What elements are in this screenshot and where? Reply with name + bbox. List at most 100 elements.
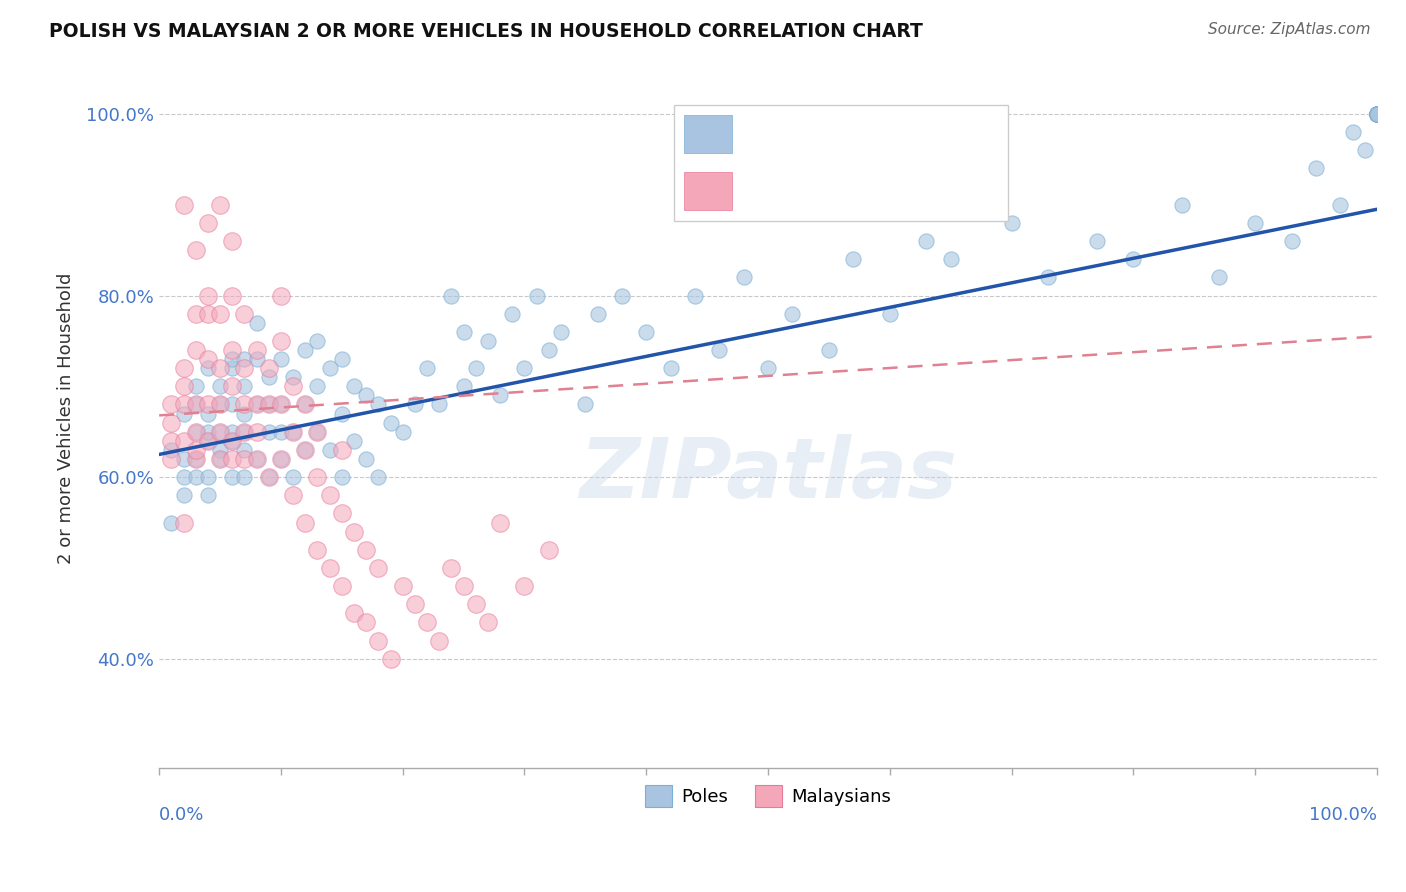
Point — [354, 615, 377, 630]
Point — [537, 542, 560, 557]
Point — [257, 370, 280, 384]
Point — [782, 307, 804, 321]
Point — [257, 470, 280, 484]
Point — [1365, 107, 1388, 121]
Point — [636, 325, 658, 339]
Point — [464, 597, 486, 611]
Point — [380, 651, 402, 665]
Point — [257, 425, 280, 439]
Point — [477, 615, 499, 630]
Point — [233, 425, 256, 439]
Point — [537, 343, 560, 357]
Point — [307, 334, 329, 348]
Point — [1329, 198, 1351, 212]
Point — [209, 425, 232, 439]
Point — [1244, 216, 1267, 230]
Point — [307, 470, 329, 484]
Point — [367, 470, 389, 484]
Point — [184, 397, 207, 411]
Point — [209, 379, 232, 393]
Point — [1305, 161, 1327, 176]
Point — [233, 425, 256, 439]
Point — [1365, 107, 1388, 121]
Point — [245, 452, 267, 467]
Point — [294, 397, 316, 411]
Point — [245, 397, 267, 411]
Point — [197, 407, 219, 421]
Point — [354, 388, 377, 402]
Point — [1122, 252, 1144, 267]
Point — [367, 633, 389, 648]
Point — [184, 470, 207, 484]
Point — [440, 288, 463, 302]
Point — [221, 434, 243, 448]
Point — [233, 407, 256, 421]
Point — [939, 252, 962, 267]
Point — [343, 379, 366, 393]
Point — [281, 425, 304, 439]
Point — [1208, 270, 1230, 285]
Point — [160, 434, 183, 448]
Point — [197, 397, 219, 411]
Point — [270, 397, 292, 411]
Point — [281, 488, 304, 502]
Point — [173, 407, 195, 421]
Point — [221, 379, 243, 393]
Point — [391, 579, 413, 593]
Point — [281, 470, 304, 484]
Point — [307, 425, 329, 439]
Point — [1365, 107, 1388, 121]
Point — [427, 633, 450, 648]
Point — [501, 307, 523, 321]
Point — [184, 442, 207, 457]
Point — [1000, 216, 1022, 230]
Point — [173, 488, 195, 502]
Point — [343, 434, 366, 448]
Point — [453, 379, 475, 393]
Point — [427, 397, 450, 411]
Point — [209, 397, 232, 411]
Point — [489, 388, 512, 402]
Point — [1036, 270, 1059, 285]
Point — [1365, 107, 1388, 121]
Point — [1365, 107, 1388, 121]
Point — [294, 397, 316, 411]
Point — [1365, 107, 1388, 121]
Point — [416, 615, 439, 630]
Point — [160, 442, 183, 457]
Point — [453, 325, 475, 339]
Point — [318, 361, 340, 376]
Point — [1365, 107, 1388, 121]
Point — [257, 361, 280, 376]
Point — [173, 397, 195, 411]
Point — [209, 361, 232, 376]
Legend: Poles, Malaysians: Poles, Malaysians — [638, 778, 898, 814]
Point — [184, 379, 207, 393]
Point — [307, 379, 329, 393]
Point — [270, 288, 292, 302]
Point — [513, 579, 536, 593]
Point — [245, 425, 267, 439]
Point — [343, 607, 366, 621]
Text: POLISH VS MALAYSIAN 2 OR MORE VEHICLES IN HOUSEHOLD CORRELATION CHART: POLISH VS MALAYSIAN 2 OR MORE VEHICLES I… — [49, 22, 924, 41]
Point — [477, 334, 499, 348]
Point — [489, 516, 512, 530]
Point — [160, 452, 183, 467]
Point — [270, 452, 292, 467]
Point — [197, 470, 219, 484]
Point — [270, 397, 292, 411]
Point — [330, 442, 353, 457]
Point — [513, 361, 536, 376]
Point — [245, 316, 267, 330]
Point — [173, 198, 195, 212]
Point — [391, 425, 413, 439]
Point — [1171, 198, 1194, 212]
Point — [160, 397, 183, 411]
Point — [380, 416, 402, 430]
Point — [367, 397, 389, 411]
Point — [173, 434, 195, 448]
Point — [173, 379, 195, 393]
Point — [354, 542, 377, 557]
Point — [221, 234, 243, 248]
Point — [245, 352, 267, 367]
